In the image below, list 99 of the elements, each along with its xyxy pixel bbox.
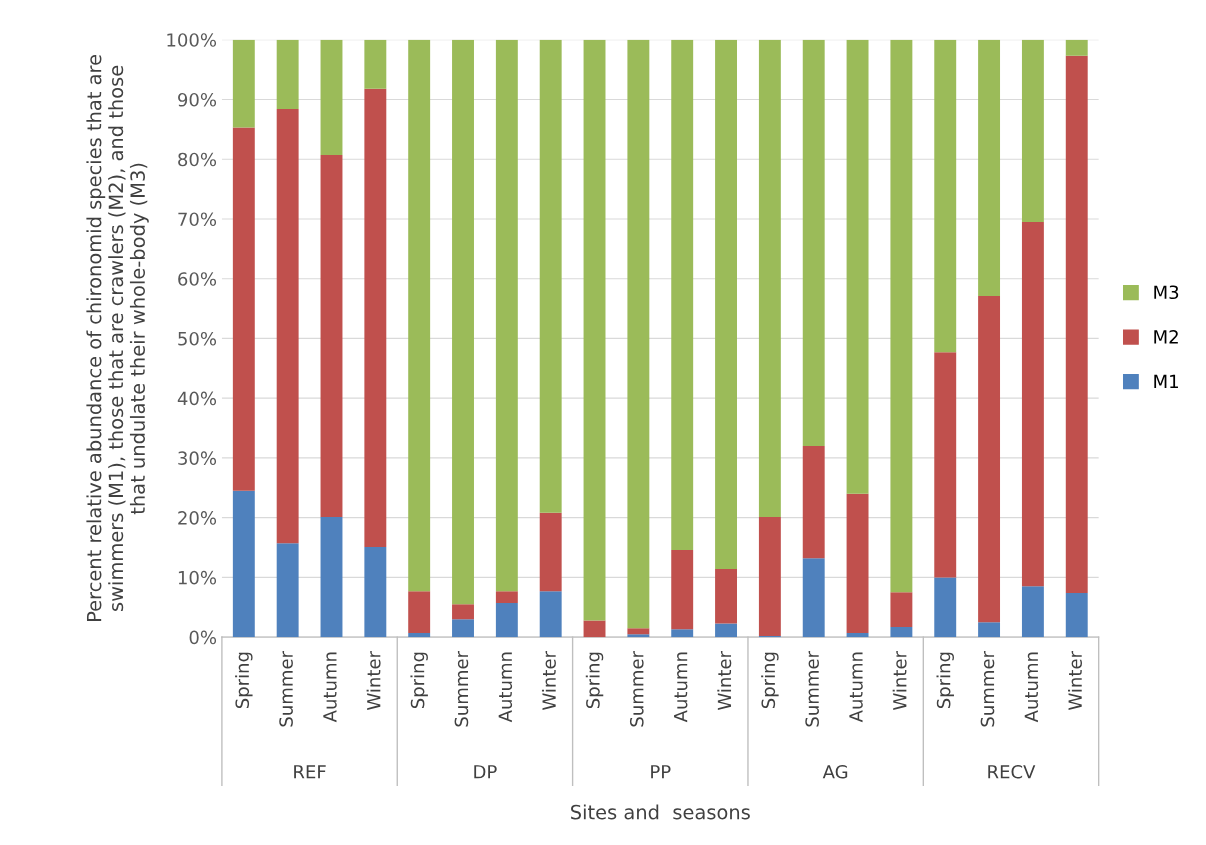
- bar: [758, 517, 781, 636]
- y-tick-label: 100%: [167, 33, 217, 47]
- bar: [846, 39, 869, 494]
- bar: [758, 39, 781, 518]
- bar: [671, 629, 694, 638]
- text: DP: [474, 765, 497, 779]
- bar: [890, 39, 913, 593]
- bar: [452, 604, 474, 620]
- bar: [408, 39, 431, 592]
- x-tick-label: Spring: [761, 652, 779, 709]
- bar: [715, 623, 737, 638]
- bar: [802, 39, 825, 446]
- bar: [320, 517, 343, 638]
- bar: [408, 591, 431, 633]
- bar: [320, 155, 343, 518]
- bar: [276, 543, 299, 638]
- bar: [1021, 586, 1044, 638]
- bar: [934, 577, 957, 638]
- bar: [495, 39, 518, 592]
- x-tick-label: Spring: [410, 652, 428, 709]
- x-tick-label: Autumn: [674, 652, 688, 723]
- bar: [978, 622, 1001, 638]
- text: AG: [822, 764, 848, 779]
- bar: [364, 39, 387, 89]
- y-tick-label: 10%: [178, 570, 217, 585]
- legend-label: M3: [1154, 285, 1179, 300]
- bar: [934, 352, 957, 578]
- bar: [978, 39, 1001, 297]
- bar: [232, 490, 255, 638]
- y-tick-label: 40%: [177, 391, 217, 406]
- bar: [627, 628, 650, 635]
- y-tick-label: 50%: [178, 331, 217, 346]
- bar: [802, 558, 825, 638]
- bar: [364, 88, 387, 547]
- bar: [671, 39, 694, 550]
- bar: [802, 445, 825, 559]
- x-tick-label: Autumn: [498, 652, 513, 723]
- x-tick-label: Winter: [1068, 651, 1082, 710]
- bar: [495, 591, 518, 604]
- bar: [715, 39, 737, 570]
- x-tick-label: Summer: [805, 651, 819, 727]
- bar: [452, 39, 474, 605]
- y-axis-title: Percent relative abundance of chironomid species that are swimmers (M1), those that are crawlers (M2), and those that undulate their whole-body (M3): [86, 54, 149, 621]
- bar: [583, 620, 606, 638]
- bar: [1021, 39, 1044, 222]
- bar: [846, 632, 869, 638]
- x-tick-label: Autumn: [1024, 652, 1039, 723]
- bar: [627, 634, 650, 638]
- text: RECV: [988, 764, 1036, 779]
- text: PP: [651, 765, 671, 779]
- bar: [715, 569, 737, 624]
- bar: [232, 39, 255, 128]
- bar: [671, 549, 694, 630]
- x-axis-title: Sites and seasons: [571, 804, 750, 820]
- y-tick-label: 80%: [178, 152, 217, 167]
- bar: [232, 127, 255, 491]
- bar: [846, 493, 869, 633]
- bar: [1021, 221, 1044, 587]
- bar: [539, 39, 562, 513]
- bar: [452, 619, 474, 638]
- bar: [583, 39, 606, 621]
- bar: [978, 296, 1001, 623]
- bar: [539, 591, 562, 638]
- bar: [890, 592, 913, 627]
- x-tick-label: Summer: [454, 651, 469, 727]
- x-tick-label: Summer: [629, 651, 644, 727]
- legend-label: M1: [1154, 374, 1178, 388]
- y-tick-label: 90%: [178, 92, 217, 107]
- x-tick-label: Autumn: [323, 652, 337, 723]
- x-tick-label: Summer: [279, 651, 293, 727]
- y-tick-label: 30%: [178, 451, 217, 466]
- x-tick-label: Spring: [936, 652, 954, 709]
- bar: [320, 39, 343, 156]
- bar: [364, 546, 387, 638]
- y-tick-label: 20%: [178, 511, 217, 525]
- x-tick-label: Winter: [892, 651, 907, 710]
- x-tick-label: Winter: [717, 651, 732, 710]
- bar: [408, 632, 431, 638]
- x-tick-label: Winter: [366, 651, 381, 710]
- text: REF: [294, 765, 326, 779]
- bar: [1065, 39, 1088, 56]
- x-tick-label: Autumn: [849, 652, 863, 723]
- y-tick-label: 0%: [189, 630, 217, 645]
- bar: [276, 109, 299, 544]
- y-tick-label: 70%: [178, 212, 217, 227]
- bar: [1065, 592, 1088, 638]
- x-tick-label: Winter: [541, 651, 556, 710]
- bar: [495, 603, 518, 638]
- x-tick-label: Spring: [585, 652, 604, 709]
- bar: [276, 39, 299, 110]
- y-tick-label: 60%: [178, 272, 217, 286]
- bar: [627, 39, 650, 629]
- bar: [539, 512, 562, 592]
- bar: [1065, 55, 1088, 593]
- bar: [934, 39, 957, 353]
- bar: [890, 626, 913, 638]
- x-tick-label: Summer: [980, 651, 995, 727]
- x-tick-label: Spring: [235, 652, 253, 709]
- legend-label: M2: [1154, 330, 1178, 344]
